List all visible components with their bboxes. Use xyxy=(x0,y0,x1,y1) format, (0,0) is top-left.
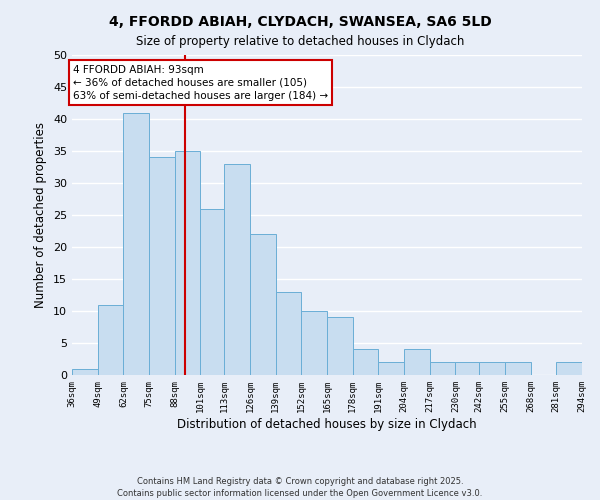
Bar xyxy=(275,292,301,375)
Bar xyxy=(327,318,353,375)
Bar xyxy=(556,362,582,375)
Text: 4, FFORDD ABIAH, CLYDACH, SWANSEA, SA6 5LD: 4, FFORDD ABIAH, CLYDACH, SWANSEA, SA6 5… xyxy=(109,15,491,29)
Bar xyxy=(404,350,430,375)
Bar xyxy=(149,158,175,375)
Y-axis label: Number of detached properties: Number of detached properties xyxy=(34,122,47,308)
Bar xyxy=(200,208,224,375)
Bar xyxy=(353,350,379,375)
X-axis label: Distribution of detached houses by size in Clydach: Distribution of detached houses by size … xyxy=(177,418,477,430)
Bar xyxy=(224,164,250,375)
Bar xyxy=(124,112,149,375)
Bar xyxy=(379,362,404,375)
Text: Size of property relative to detached houses in Clydach: Size of property relative to detached ho… xyxy=(136,35,464,48)
Bar xyxy=(455,362,479,375)
Text: Contains HM Land Registry data © Crown copyright and database right 2025.
Contai: Contains HM Land Registry data © Crown c… xyxy=(118,476,482,498)
Bar xyxy=(505,362,530,375)
Bar xyxy=(175,151,200,375)
Bar xyxy=(430,362,455,375)
Text: 4 FFORDD ABIAH: 93sqm
← 36% of detached houses are smaller (105)
63% of semi-det: 4 FFORDD ABIAH: 93sqm ← 36% of detached … xyxy=(73,64,328,101)
Bar xyxy=(301,311,327,375)
Bar xyxy=(479,362,505,375)
Bar xyxy=(98,304,124,375)
Bar xyxy=(250,234,275,375)
Bar xyxy=(72,368,98,375)
